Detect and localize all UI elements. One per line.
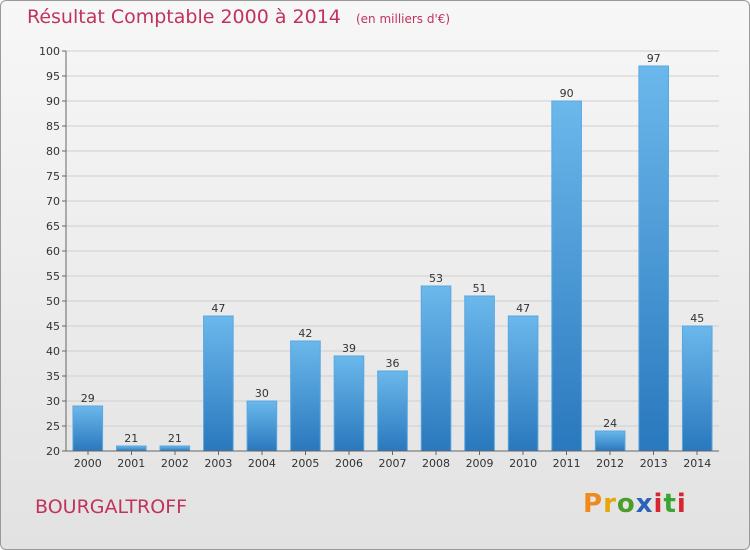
- x-tick-label: 2003: [204, 457, 232, 470]
- y-tick-label: 65: [46, 220, 60, 233]
- bar-value-label: 21: [168, 432, 182, 445]
- bar-value-label: 36: [386, 357, 400, 370]
- x-tick-label: 2013: [640, 457, 668, 470]
- logo-letter: P: [583, 489, 604, 519]
- y-tick-label: 70: [46, 195, 60, 208]
- x-tick-label: 2008: [422, 457, 450, 470]
- y-tick-label: 95: [46, 70, 60, 83]
- bar: [681, 325, 713, 452]
- bar-value-label: 45: [690, 312, 704, 325]
- x-axis: 2000 2001 2002 2003 2004 2005 2006 2007 2008 2009…: [66, 450, 719, 470]
- y-tick-label: 85: [46, 120, 60, 133]
- proxiti-logo: Proxiti: [583, 489, 687, 519]
- bar: [377, 370, 408, 452]
- bar-value-label: 21: [124, 432, 138, 445]
- y-tick-label: 80: [46, 145, 60, 158]
- bar-value-label: 29: [81, 392, 95, 405]
- bar-value-label: 51: [473, 282, 487, 295]
- y-tick-label: 90: [46, 95, 60, 108]
- y-axis: 20 25 30 35 40 45 50 55 60 65 70 75 80 85 90 95 100: [39, 45, 67, 458]
- bar-value-label: 47: [211, 302, 225, 315]
- x-tick-label: 2007: [379, 457, 407, 470]
- y-tick-label: 30: [46, 395, 60, 408]
- x-tick-label: 2014: [683, 457, 711, 470]
- bar: [420, 285, 452, 452]
- x-tick-label: 2001: [117, 457, 145, 470]
- x-tick-label: 2000: [74, 457, 102, 470]
- bar: [290, 340, 321, 452]
- bar: [203, 315, 234, 452]
- bar-value-label: 53: [429, 272, 443, 285]
- logo-letter: i: [676, 489, 687, 519]
- y-tick-label: 40: [46, 345, 60, 358]
- x-tick-label: 2011: [553, 457, 581, 470]
- chart-title: Résultat Comptable 2000 à 2014: [27, 6, 341, 28]
- logo-letter: i: [653, 489, 664, 519]
- logo-letter: r: [603, 489, 617, 519]
- y-tick-label: 20: [46, 445, 60, 458]
- logo-letter: t: [663, 489, 677, 519]
- bar: [72, 405, 104, 452]
- bar: [115, 445, 147, 452]
- bar-value-label: 42: [298, 327, 312, 340]
- bar-value-label: 30: [255, 387, 269, 400]
- logo-letter: o: [616, 489, 636, 519]
- bar: [594, 430, 626, 452]
- y-tick-label: 25: [46, 420, 60, 433]
- y-tick-label: 35: [46, 370, 60, 383]
- x-tick-label: 2002: [161, 457, 189, 470]
- bar: [246, 400, 278, 452]
- x-tick-label: 2005: [291, 457, 319, 470]
- bar: [551, 100, 582, 452]
- x-tick-label: 2006: [335, 457, 363, 470]
- x-tick-label: 2012: [596, 457, 624, 470]
- bar-value-label: 97: [647, 52, 661, 65]
- y-tick-label: 55: [46, 270, 60, 283]
- commune-name: BOURGALTROFF: [35, 496, 188, 518]
- bar-value-label: 24: [603, 417, 617, 430]
- y-tick-label: 45: [46, 320, 60, 333]
- bar: [507, 315, 539, 452]
- logo-letter: x: [635, 489, 654, 519]
- x-tick-label: 2009: [466, 457, 494, 470]
- bar: [333, 355, 365, 452]
- y-tick-label: 100: [39, 45, 60, 58]
- chart-subtitle: (en milliers d'€): [355, 12, 451, 26]
- y-tick-label: 60: [46, 245, 60, 258]
- grid-lines: [66, 50, 719, 452]
- bar-value-label: 90: [560, 87, 574, 100]
- title-block: Résultat Comptable 2000 à 2014 (en milli…: [27, 6, 450, 28]
- bar-value-label: 47: [516, 302, 530, 315]
- bar: [638, 65, 670, 452]
- bar: [159, 445, 191, 452]
- y-tick-label: 50: [46, 295, 60, 308]
- x-tick-label: 2010: [509, 457, 537, 470]
- x-tick-label: 2004: [248, 457, 276, 470]
- bar: [464, 295, 495, 452]
- bar-value-label: 39: [342, 342, 356, 355]
- y-tick-label: 75: [46, 170, 60, 183]
